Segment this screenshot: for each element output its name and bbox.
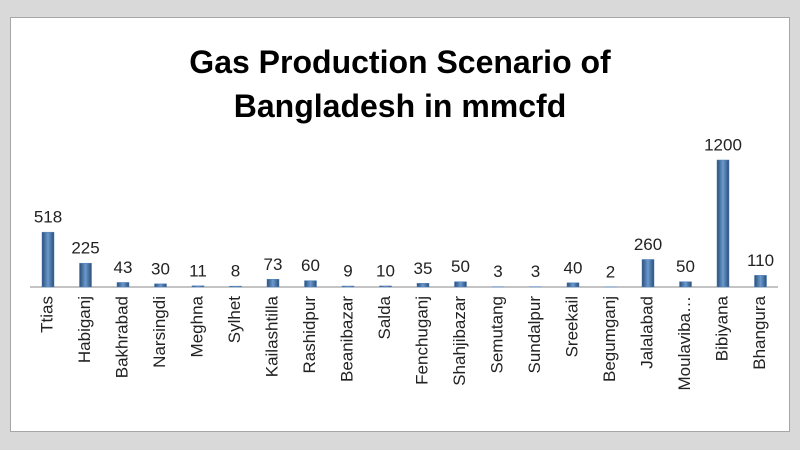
- value-label: 73: [264, 255, 283, 274]
- x-tick-label: Bakhrabad: [112, 296, 131, 378]
- x-tick-label: Bibiyana: [712, 295, 731, 361]
- x-tick-label: Narsingdi: [150, 296, 169, 368]
- x-tick-label: Beanibazar: [337, 296, 356, 382]
- value-label: 11: [189, 261, 207, 280]
- value-label: 3: [493, 262, 502, 281]
- x-tick-label: Sylhet: [225, 296, 244, 344]
- bar: [566, 282, 580, 288]
- x-tick-label: Rashidpur: [300, 296, 319, 374]
- value-label: 9: [343, 262, 352, 281]
- x-tick-label: Sreekail: [562, 296, 581, 357]
- x-tick-label: Habiganj: [75, 296, 94, 363]
- bar: [154, 283, 167, 288]
- value-label: 60: [301, 256, 320, 275]
- bar: [116, 282, 130, 288]
- value-label: 40: [564, 258, 583, 277]
- value-label: 260: [634, 235, 662, 254]
- value-label: 3: [531, 262, 540, 281]
- x-tick-label: Moulaviba…: [675, 296, 694, 391]
- value-label: 35: [414, 259, 433, 278]
- value-label: 43: [114, 258, 133, 277]
- bar: [341, 285, 355, 288]
- bar: [191, 285, 205, 288]
- bar: [716, 159, 730, 288]
- chart-title: Gas Production Scenario of Bangladesh in…: [189, 44, 611, 124]
- x-tick-label: Kailashtilla: [262, 295, 281, 377]
- bar: [679, 281, 692, 288]
- x-tick-label: Bhangura: [750, 295, 769, 369]
- x-tick-label: Salda: [375, 295, 394, 339]
- x-tick-label: Begumganj: [600, 296, 619, 382]
- value-label: 2: [606, 262, 615, 281]
- bar: [454, 281, 467, 288]
- chart-panel: [10, 17, 790, 432]
- bar: [304, 280, 317, 288]
- value-label: 30: [151, 259, 170, 278]
- x-tick-label: Semutang: [487, 296, 506, 374]
- value-label: 50: [451, 257, 470, 276]
- bar: [229, 285, 242, 288]
- x-tick-label: Jalalabad: [637, 296, 656, 369]
- value-label: 50: [676, 257, 695, 276]
- bar: [641, 259, 655, 288]
- value-label: 1200: [704, 135, 742, 154]
- bar: [266, 279, 280, 288]
- bar: [754, 275, 767, 288]
- bar: [79, 262, 92, 288]
- x-tick-label: Shahjibazar: [450, 296, 469, 386]
- value-label: 8: [231, 262, 240, 281]
- x-tick-label: Sundalpur: [525, 296, 544, 374]
- bar: [41, 231, 55, 288]
- value-label: 10: [376, 261, 395, 280]
- value-label: 225: [71, 239, 99, 258]
- x-tick-label: Meghna: [187, 295, 206, 357]
- bar: [416, 283, 430, 288]
- bar: [379, 285, 392, 288]
- x-tick-label: Ttias: [37, 296, 56, 333]
- value-label: 110: [747, 251, 774, 270]
- value-label: 518: [34, 208, 62, 227]
- x-tick-label: Fenchuganj: [412, 296, 431, 385]
